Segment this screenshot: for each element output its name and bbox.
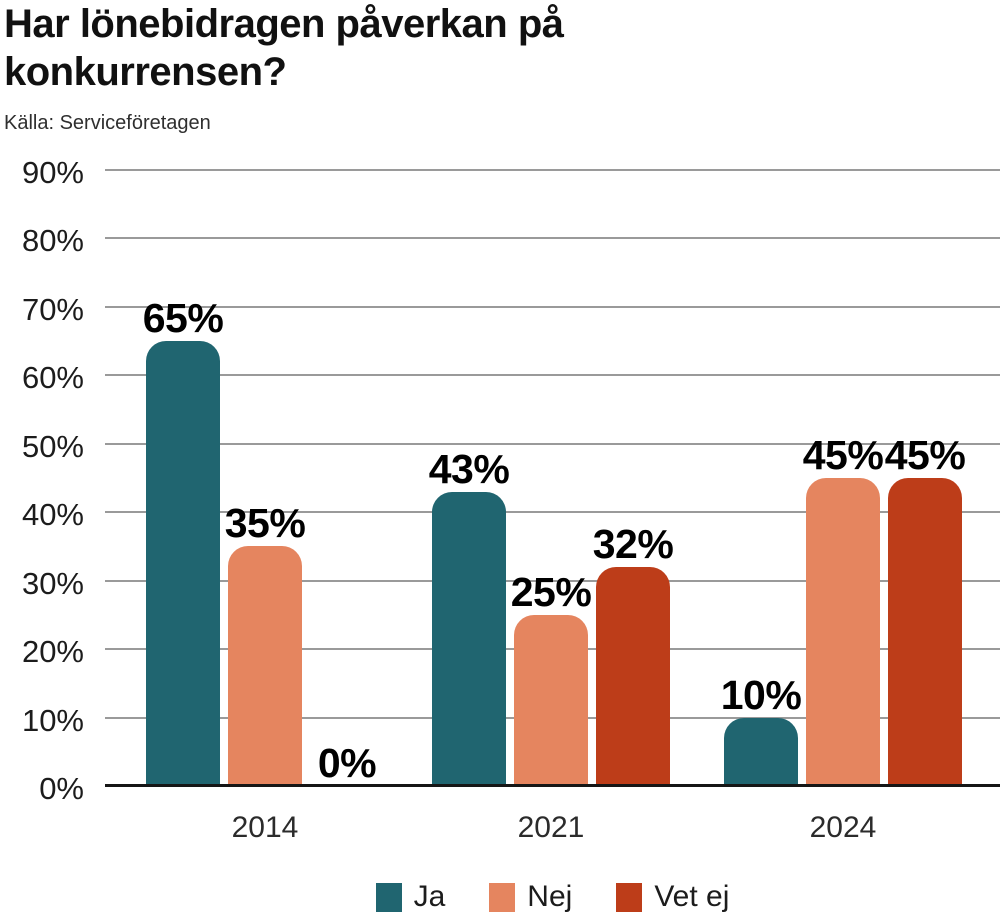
bar-value-label: 43% bbox=[428, 446, 510, 492]
chart-source: Källa: Serviceföretagen bbox=[4, 112, 211, 134]
chart-title: Har lönebidragen påverkan på konkurrense… bbox=[4, 2, 564, 94]
bar-vet-ej-2024 bbox=[888, 478, 962, 786]
legend-item-ja: Ja bbox=[375, 880, 446, 913]
gridline bbox=[105, 237, 1000, 240]
legend-swatch-nej bbox=[489, 882, 516, 912]
legend-swatch-ja bbox=[375, 882, 402, 912]
y-axis-label: 0% bbox=[39, 771, 84, 806]
bar-nej-2024 bbox=[806, 478, 880, 786]
legend-item-vet-ej: Vet ej bbox=[616, 881, 729, 913]
bar-value-label: 10% bbox=[720, 672, 802, 718]
gridline bbox=[105, 511, 1000, 514]
y-axis-label: 20% bbox=[21, 634, 84, 670]
y-axis-label: 80% bbox=[21, 223, 84, 259]
x-axis-label: 2021 bbox=[517, 811, 585, 844]
legend: Ja Nej Vet ej bbox=[105, 881, 1000, 913]
legend-label: Vet ej bbox=[654, 880, 730, 913]
legend-label: Ja bbox=[413, 880, 446, 913]
gridline bbox=[105, 579, 1000, 582]
bar-ja-2021 bbox=[432, 492, 506, 786]
bar-value-label: 25% bbox=[510, 569, 592, 615]
x-axis-label: 2024 bbox=[809, 811, 877, 844]
y-axis-label: 70% bbox=[21, 291, 84, 327]
bar-value-label: 0% bbox=[317, 740, 377, 786]
bar-nej-2014 bbox=[228, 546, 302, 786]
bar-value-label: 45% bbox=[802, 432, 884, 478]
legend-item-nej: Nej bbox=[489, 881, 572, 913]
y-axis-label: 60% bbox=[21, 360, 84, 396]
y-axis-label: 50% bbox=[21, 428, 84, 464]
y-axis-label: 40% bbox=[21, 497, 84, 533]
legend-swatch-vet-ej bbox=[616, 882, 643, 912]
gridline bbox=[105, 442, 1000, 445]
gridline bbox=[105, 169, 1000, 171]
gridline bbox=[105, 305, 1000, 308]
gridline bbox=[105, 374, 1000, 377]
bar-value-label: 35% bbox=[224, 500, 306, 546]
x-axis-line bbox=[105, 784, 1000, 787]
legend-label: Nej bbox=[527, 880, 573, 913]
bar-vet-ej-2021 bbox=[596, 567, 670, 786]
bar-value-label: 32% bbox=[592, 521, 674, 567]
y-axis-label: 10% bbox=[21, 702, 84, 738]
y-axis-label: 30% bbox=[21, 565, 84, 601]
bar-value-label: 65% bbox=[142, 295, 224, 341]
bar-nej-2021 bbox=[514, 615, 588, 786]
bar-value-label: 45% bbox=[884, 432, 966, 478]
x-axis-label: 2014 bbox=[231, 811, 299, 844]
bar-ja-2014 bbox=[146, 341, 220, 786]
y-axis-label: 90% bbox=[21, 155, 84, 190]
bar-ja-2024 bbox=[724, 718, 798, 786]
